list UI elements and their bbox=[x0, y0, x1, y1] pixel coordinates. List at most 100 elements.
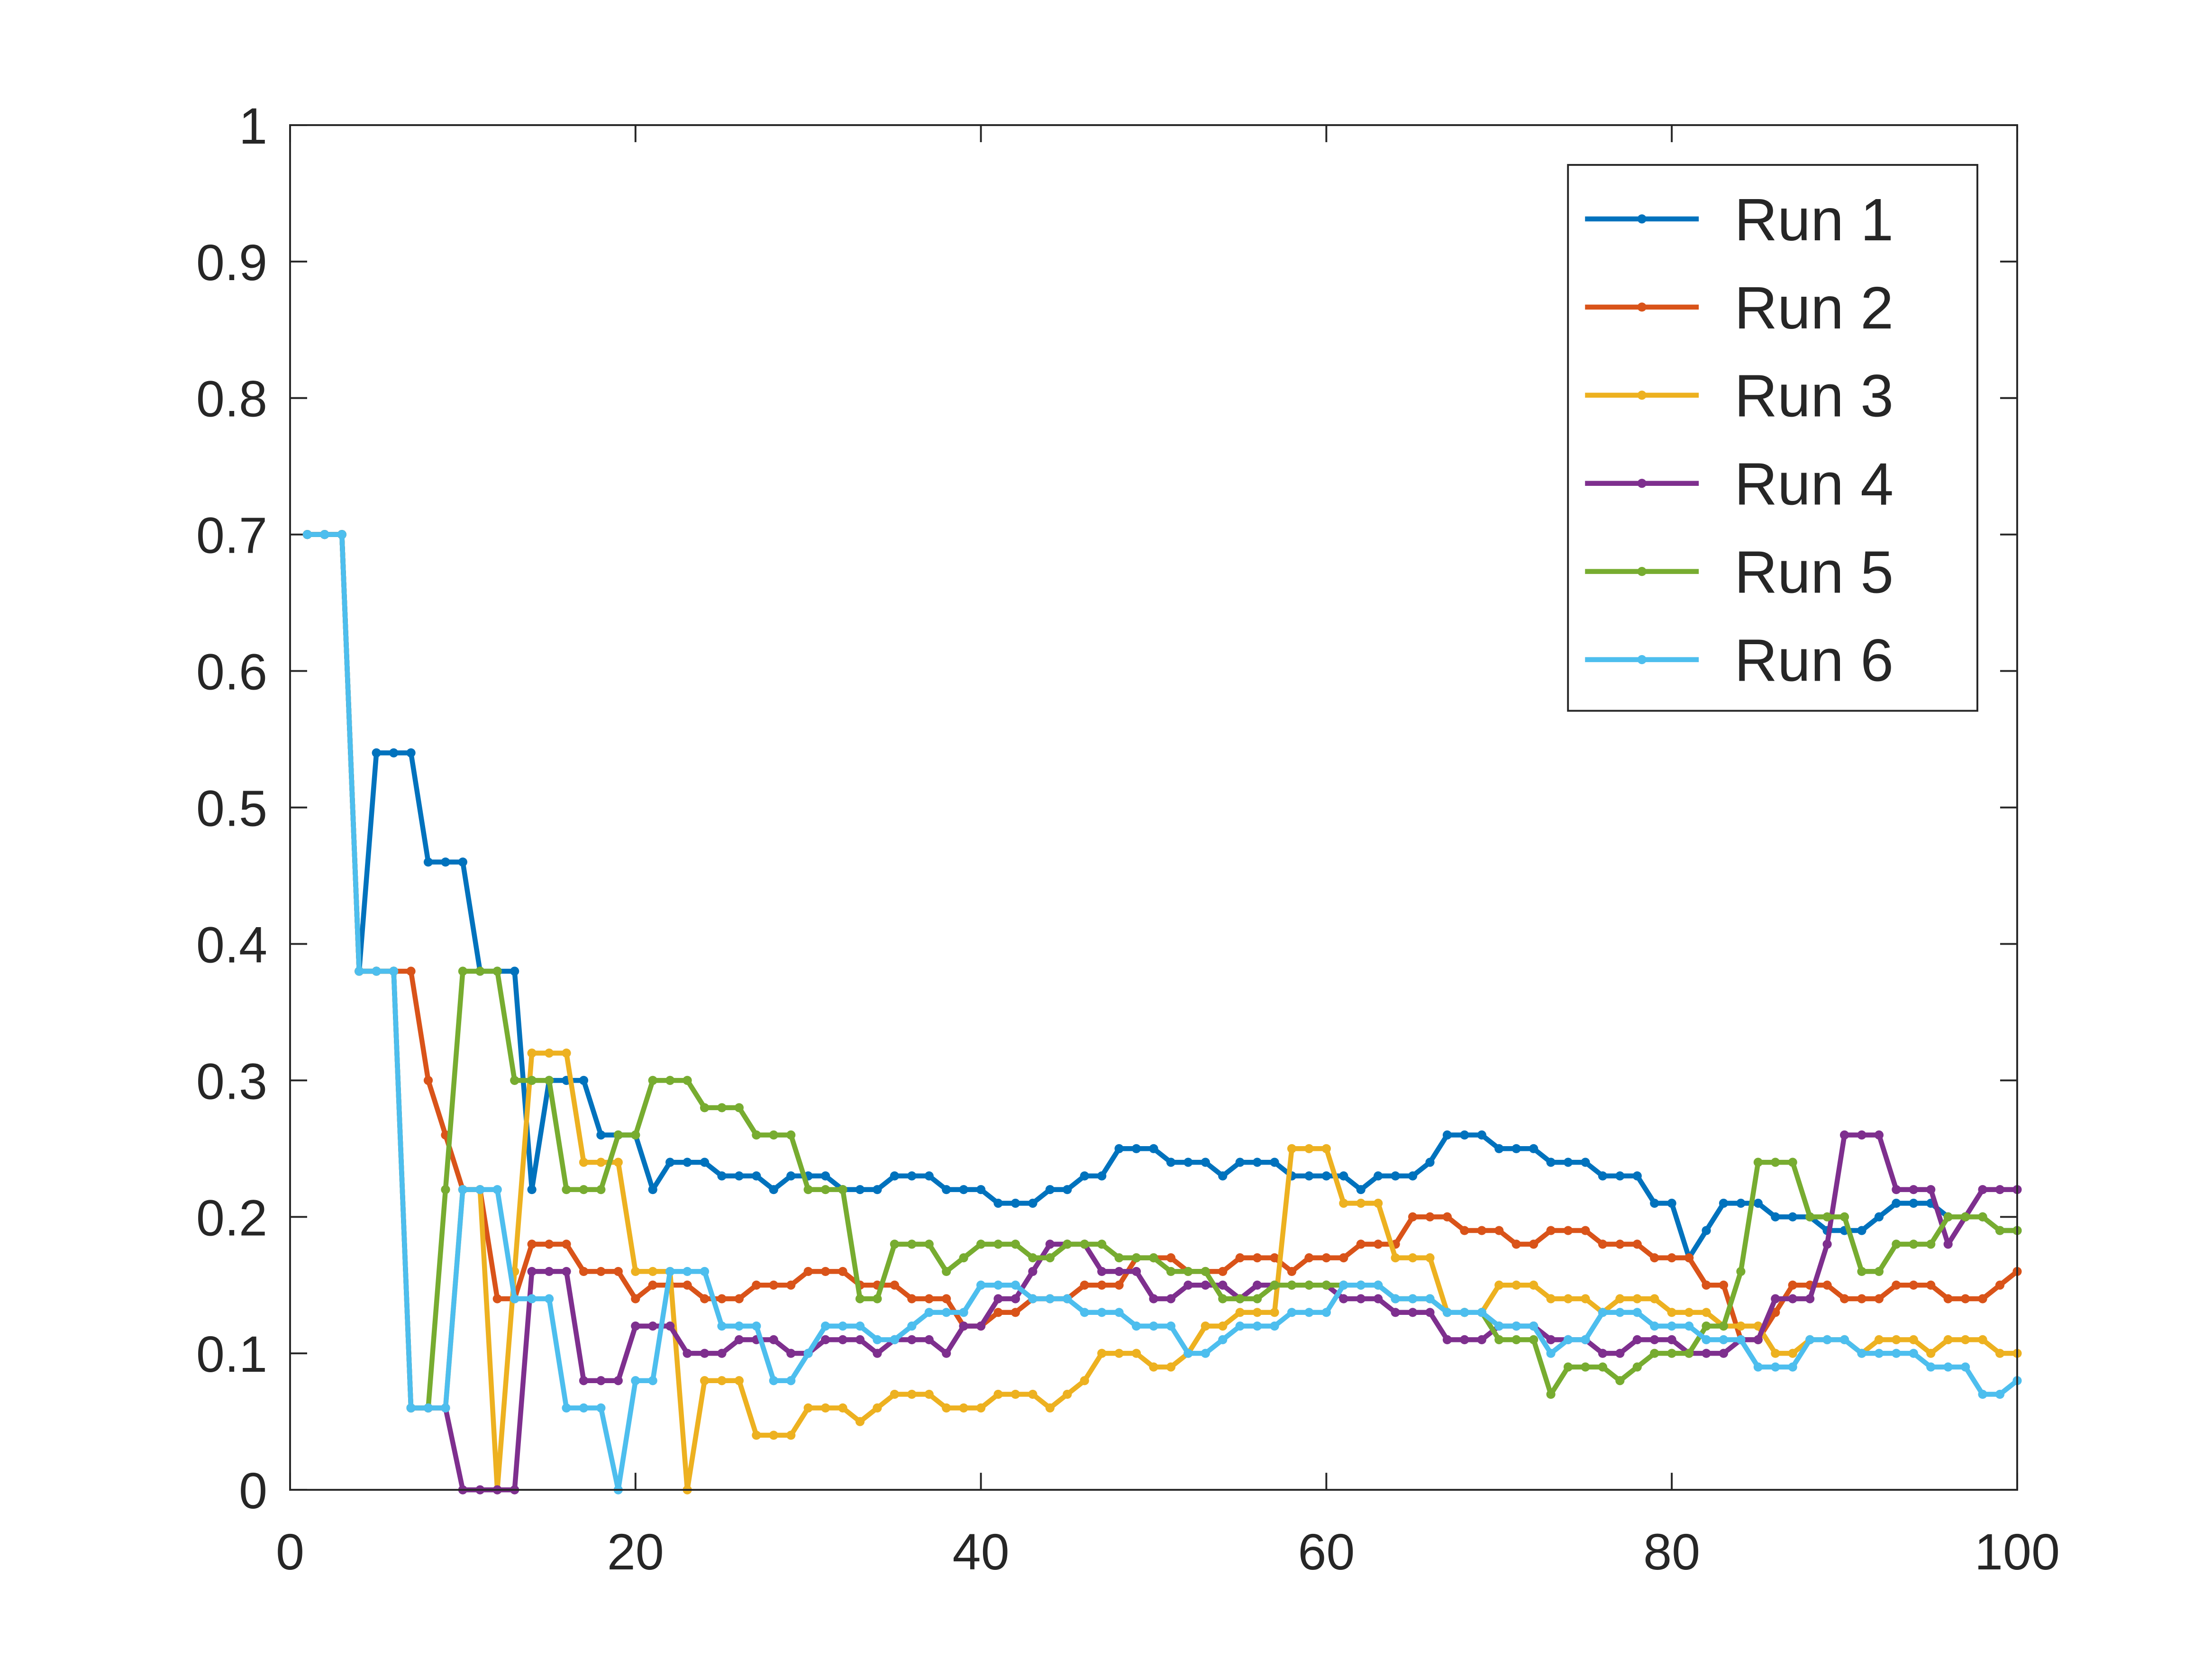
point bbox=[544, 1267, 554, 1276]
point bbox=[890, 1240, 899, 1249]
point bbox=[1201, 1322, 1210, 1331]
point bbox=[993, 1389, 1003, 1399]
point bbox=[1339, 1198, 1348, 1208]
point bbox=[683, 1280, 692, 1290]
legend-label: Run 5 bbox=[1734, 539, 1893, 606]
point bbox=[924, 1335, 934, 1344]
point bbox=[769, 1185, 778, 1194]
point bbox=[579, 1185, 589, 1194]
point bbox=[1667, 1335, 1676, 1344]
point bbox=[1546, 1349, 1556, 1358]
point bbox=[1511, 1322, 1521, 1331]
point bbox=[700, 1103, 710, 1112]
point bbox=[1253, 1158, 1262, 1167]
point bbox=[1874, 1349, 1884, 1358]
point bbox=[1995, 1226, 2005, 1235]
point bbox=[1166, 1362, 1176, 1372]
point bbox=[1425, 1253, 1435, 1263]
line bbox=[307, 532, 2017, 1493]
point bbox=[1425, 1308, 1435, 1317]
point bbox=[1632, 1171, 1642, 1181]
point bbox=[1632, 1335, 1642, 1344]
point bbox=[631, 1130, 640, 1140]
point bbox=[1494, 1322, 1504, 1331]
point bbox=[1978, 1212, 1987, 1221]
point bbox=[613, 1158, 623, 1167]
point bbox=[1460, 1226, 1469, 1235]
y-tick-label: 0.1 bbox=[196, 1325, 267, 1383]
point bbox=[1788, 1294, 1797, 1304]
point bbox=[1010, 1308, 1020, 1317]
legend-box bbox=[1567, 164, 1978, 712]
point bbox=[1477, 1130, 1486, 1140]
point bbox=[1494, 1226, 1504, 1235]
point bbox=[1321, 1171, 1331, 1181]
y-tick-label: 1 bbox=[239, 97, 267, 155]
point bbox=[1874, 1294, 1884, 1304]
point bbox=[1374, 1280, 1383, 1290]
point bbox=[1442, 1212, 1452, 1221]
point bbox=[1529, 1280, 1538, 1290]
point bbox=[1374, 1294, 1383, 1304]
point bbox=[1563, 1294, 1573, 1304]
point bbox=[1183, 1349, 1193, 1358]
point bbox=[786, 1349, 796, 1358]
point bbox=[527, 1240, 537, 1249]
point bbox=[821, 1335, 830, 1344]
legend-marker bbox=[1637, 214, 1647, 224]
point bbox=[1304, 1280, 1314, 1290]
point bbox=[1425, 1212, 1435, 1221]
point bbox=[1270, 1280, 1279, 1290]
point bbox=[631, 1376, 640, 1386]
point bbox=[1805, 1294, 1815, 1304]
legend-marker bbox=[1637, 655, 1647, 665]
point bbox=[1356, 1198, 1365, 1208]
point bbox=[907, 1240, 917, 1249]
point bbox=[1339, 1280, 1348, 1290]
point bbox=[1166, 1253, 1176, 1263]
legend-label: Run 3 bbox=[1734, 363, 1893, 429]
y-tick-label: 0.6 bbox=[196, 643, 267, 701]
point bbox=[1356, 1294, 1365, 1304]
point bbox=[734, 1171, 744, 1181]
point bbox=[769, 1431, 778, 1440]
point bbox=[1097, 1349, 1107, 1358]
point bbox=[1978, 1389, 1987, 1399]
point bbox=[1753, 1335, 1763, 1344]
point bbox=[1253, 1253, 1262, 1263]
point bbox=[355, 966, 364, 976]
point bbox=[993, 1240, 1003, 1249]
line bbox=[307, 532, 2017, 1260]
point bbox=[1702, 1322, 1711, 1331]
point bbox=[1615, 1376, 1625, 1386]
point bbox=[1166, 1294, 1176, 1304]
point bbox=[1425, 1294, 1435, 1304]
point bbox=[1114, 1267, 1124, 1276]
y-tick-label: 0.3 bbox=[196, 1052, 267, 1110]
point bbox=[579, 1403, 589, 1413]
point bbox=[406, 966, 416, 976]
point bbox=[1114, 1253, 1124, 1263]
point bbox=[1356, 1240, 1365, 1249]
point bbox=[752, 1171, 761, 1181]
point bbox=[855, 1294, 865, 1304]
point bbox=[700, 1294, 710, 1304]
point bbox=[1442, 1130, 1452, 1140]
point bbox=[1201, 1349, 1210, 1358]
point bbox=[579, 1376, 589, 1386]
point bbox=[1926, 1240, 1936, 1249]
point bbox=[1010, 1240, 1020, 1249]
point bbox=[1892, 1240, 1901, 1249]
point bbox=[613, 1376, 623, 1386]
point bbox=[1926, 1185, 1936, 1194]
point bbox=[1063, 1185, 1072, 1194]
point bbox=[1719, 1349, 1729, 1358]
point bbox=[372, 966, 381, 976]
point bbox=[1374, 1240, 1383, 1249]
point bbox=[631, 1267, 640, 1276]
point bbox=[1546, 1389, 1556, 1399]
point bbox=[562, 1240, 571, 1249]
point bbox=[665, 1322, 675, 1331]
point bbox=[769, 1335, 778, 1344]
point bbox=[1287, 1280, 1297, 1290]
